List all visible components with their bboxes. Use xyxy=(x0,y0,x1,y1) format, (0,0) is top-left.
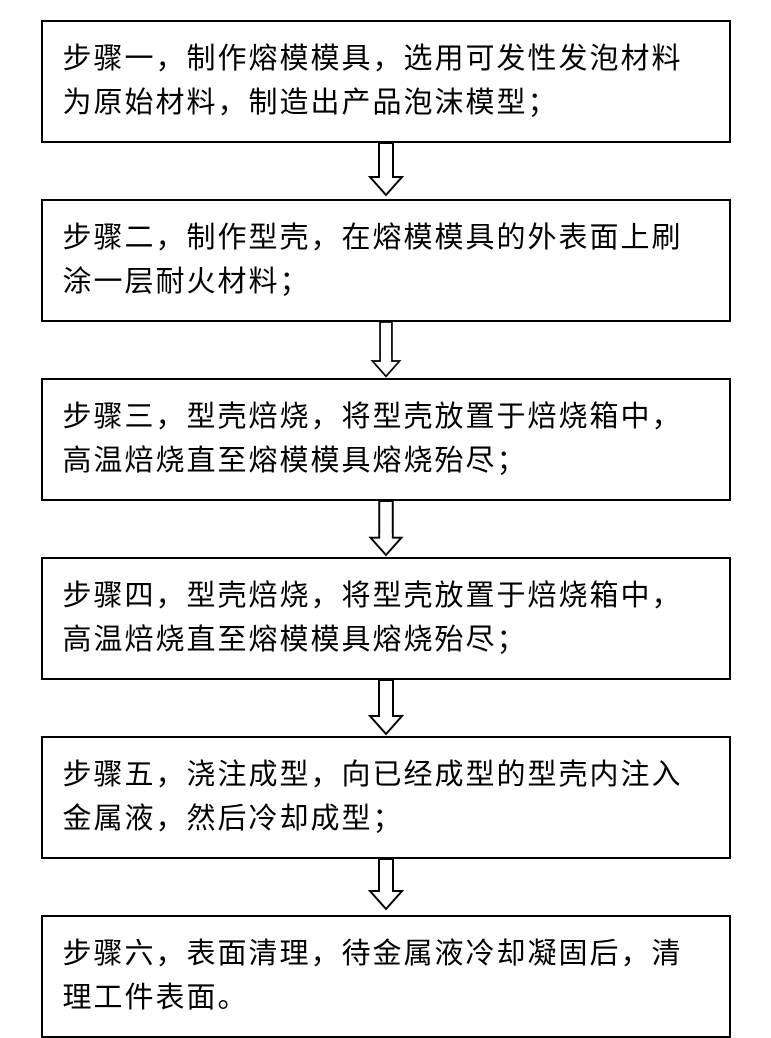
arrow-1 xyxy=(368,143,404,199)
step-text: 步骤四，型壳焙烧，将型壳放置于焙烧箱中，高温焙烧直至熔模模具熔烧殆尽； xyxy=(63,580,683,656)
step-text: 步骤三，型壳焙烧，将型壳放置于焙烧箱中，高温焙烧直至熔模模具熔烧殆尽； xyxy=(63,401,683,477)
step-box-3: 步骤三，型壳焙烧，将型壳放置于焙烧箱中，高温焙烧直至熔模模具熔烧殆尽； xyxy=(41,378,731,501)
step-text: 步骤一，制作熔模模具，选用可发性发泡材料为原始材料，制造出产品泡沫模型； xyxy=(63,43,683,119)
step-box-6: 步骤六，表面清理，待金属液冷却凝固后，清理工件表面。 xyxy=(41,915,731,1038)
step-box-5: 步骤五，浇注成型，向已经成型的型壳内注入金属液，然后冷却成型； xyxy=(41,736,731,859)
arrow-4 xyxy=(368,680,404,736)
arrow-3 xyxy=(368,501,404,557)
step-box-2: 步骤二，制作型壳，在熔模模具的外表面上刷涂一层耐火材料； xyxy=(41,199,731,322)
flowchart-container: 步骤一，制作熔模模具，选用可发性发泡材料为原始材料，制造出产品泡沫模型； 步骤二… xyxy=(0,20,771,1038)
arrow-2 xyxy=(368,322,404,378)
step-text: 步骤六，表面清理，待金属液冷却凝固后，清理工件表面。 xyxy=(63,938,683,1014)
step-text: 步骤二，制作型壳，在熔模模具的外表面上刷涂一层耐火材料； xyxy=(63,222,683,298)
step-text: 步骤五，浇注成型，向已经成型的型壳内注入金属液，然后冷却成型； xyxy=(63,759,683,835)
step-box-1: 步骤一，制作熔模模具，选用可发性发泡材料为原始材料，制造出产品泡沫模型； xyxy=(41,20,731,143)
step-box-4: 步骤四，型壳焙烧，将型壳放置于焙烧箱中，高温焙烧直至熔模模具熔烧殆尽； xyxy=(41,557,731,680)
arrow-5 xyxy=(368,859,404,915)
